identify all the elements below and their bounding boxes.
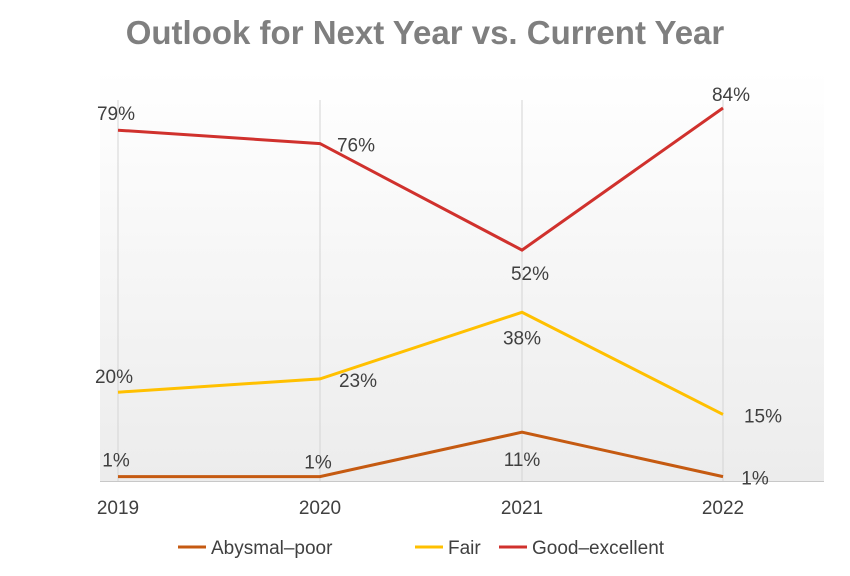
legend-item: Abysmal–poor (178, 538, 333, 559)
legend-label: Fair (448, 538, 481, 559)
data-label: 1% (304, 453, 332, 474)
legend-item: Good–excellent (499, 538, 665, 559)
x-tick-label: 2020 (299, 498, 341, 519)
x-tick-label: 2022 (702, 498, 744, 519)
data-label: 20% (95, 367, 133, 388)
data-label: 84% (712, 85, 750, 106)
data-label: 23% (339, 371, 377, 392)
x-tick-label: 2019 (97, 498, 139, 519)
data-label: 1% (741, 469, 769, 490)
x-tick-label: 2021 (501, 498, 543, 519)
data-label: 15% (744, 406, 782, 427)
series-line-0 (118, 430, 724, 479)
data-label: 38% (503, 328, 541, 349)
data-label: 79% (97, 104, 135, 125)
data-label: 1% (102, 451, 130, 472)
legend-label: Abysmal–poor (211, 538, 333, 559)
legend-item: Fair (415, 538, 481, 559)
data-label: 52% (511, 264, 549, 285)
chart-title: Outlook for Next Year vs. Current Year (125, 14, 725, 51)
series-line-1 (117, 310, 724, 416)
series-line-2 (117, 106, 724, 252)
legend-label: Good–excellent (532, 538, 665, 559)
data-label: 11% (504, 450, 541, 471)
data-label: 76% (337, 136, 375, 157)
plot-area (100, 70, 824, 482)
